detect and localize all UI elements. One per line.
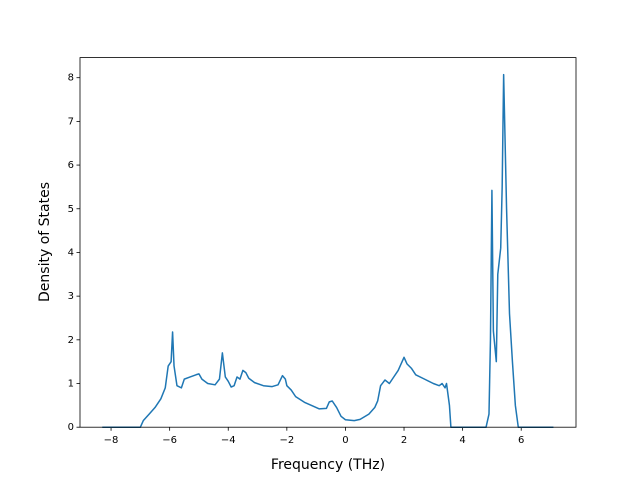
y-tick-label: 5 bbox=[68, 204, 74, 215]
x-tick-label: −8 bbox=[104, 435, 119, 446]
x-tick-label: −6 bbox=[162, 435, 177, 446]
y-tick-label: 8 bbox=[68, 73, 74, 84]
y-tick-label: 6 bbox=[68, 160, 74, 171]
y-tick-label: 1 bbox=[68, 379, 74, 390]
x-tick-label: 2 bbox=[401, 435, 407, 446]
plot-frame bbox=[79, 57, 577, 428]
x-tick-label: −2 bbox=[279, 435, 294, 446]
x-tick-label: −4 bbox=[221, 435, 236, 446]
x-axis-label: Frequency (THz) bbox=[271, 457, 385, 473]
x-tick-label: 6 bbox=[518, 435, 524, 446]
line-series bbox=[102, 73, 554, 428]
y-tick-label: 0 bbox=[68, 422, 74, 433]
y-axis-label: Density of States bbox=[37, 182, 53, 302]
y-tick-label: 4 bbox=[68, 247, 74, 258]
y-tick-label: 2 bbox=[68, 335, 74, 346]
x-tick-label: 0 bbox=[342, 435, 348, 446]
y-tick-label: 3 bbox=[68, 291, 74, 302]
x-tick-label: 4 bbox=[459, 435, 465, 446]
y-tick-label: 7 bbox=[68, 116, 74, 127]
